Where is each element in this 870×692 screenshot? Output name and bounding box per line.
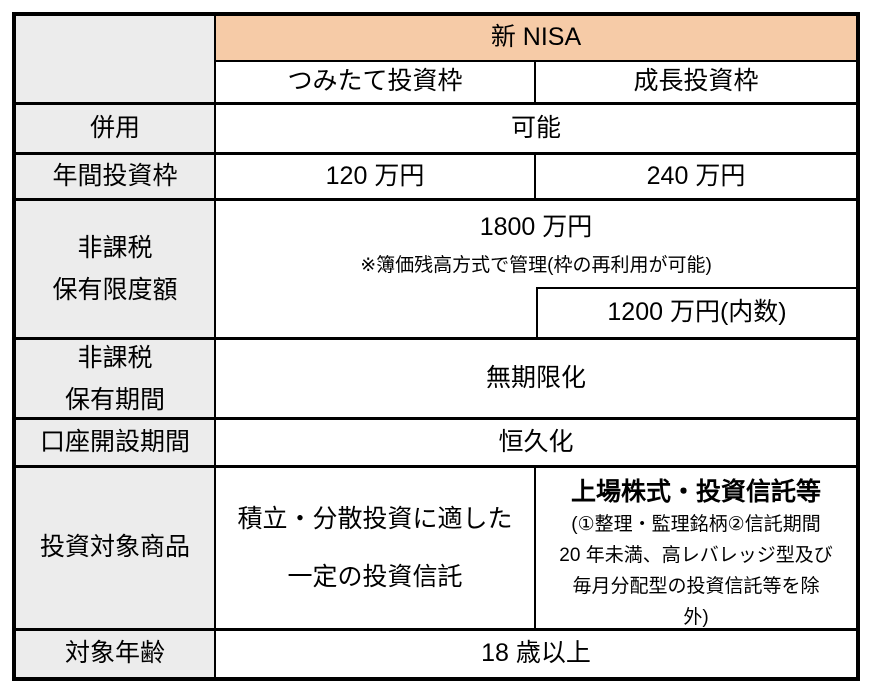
row-label-target-products-text: 投資対象商品 [39,533,190,562]
target-products-growth-note-line1: (①整理・監理銘柄②信託期間 [571,514,821,535]
row-label-combine-text: 併用 [89,113,140,142]
eligible-age-value-text: 18 歳以上 [481,639,591,668]
column-header-growth: 成長投資枠 [536,62,856,105]
taxfree-limit-value-cell: 1800 万円 ※簿価残高方式で管理(枠の再利用が可能) 1200 万円(内数) [216,201,856,340]
row-label-taxfree-period-line1: 非課税 [77,343,153,372]
row-label-eligible-age-text: 対象年齢 [64,639,165,668]
row-label-combine: 併用 [16,105,216,155]
nisa-comparison-table: 新 NISA つみたて投資枠 成長投資枠 併用 可能 年間投資枠 120 万円 … [12,12,860,681]
taxfree-period-value-cell: 無期限化 [216,340,856,420]
combine-value-text: 可能 [510,113,561,142]
target-products-tsumitate-line2: 一定の投資信託 [287,563,463,591]
row-label-annual-limit: 年間投資枠 [16,155,216,201]
target-products-tsumitate-line1: 積立・分散投資に適した [237,505,513,533]
target-products-growth-cell: 上場株式・投資信託等 (①整理・監理銘柄②信託期間 20 年未満、高レバレッジ型… [536,468,856,631]
row-label-eligible-age: 対象年齢 [16,631,216,677]
row-label-taxfree-period: 非課税 保有期間 [16,340,216,420]
column-header-growth-label: 成長投資枠 [633,67,759,96]
row-label-taxfree-limit-line2: 保有限度額 [52,276,178,304]
annual-limit-growth-cell: 240 万円 [536,155,856,201]
account-period-value-cell: 恒久化 [216,420,856,468]
annual-limit-tsumitate-cell: 120 万円 [216,155,536,201]
annual-limit-tsumitate-value: 120 万円 [325,161,425,190]
row-label-annual-limit-text: 年間投資枠 [52,161,178,190]
target-products-tsumitate-cell: 積立・分散投資に適した 一定の投資信託 [216,468,536,631]
row-label-target-products: 投資対象商品 [16,468,216,631]
target-products-growth-note-line4: 外) [683,607,709,628]
target-products-growth-note-line2: 20 年未満、高レバレッジ型及び [559,545,833,566]
annual-limit-growth-value: 240 万円 [646,161,746,190]
combine-value-cell: 可能 [216,105,856,155]
taxfree-period-value-text: 無期限化 [485,363,586,392]
group-header-label: 新 NISA [490,23,582,52]
row-label-account-period-text: 口座開設期間 [39,427,190,456]
row-label-taxfree-limit-line1: 非課税 [77,234,153,262]
target-products-growth-title: 上場株式・投資信託等 [570,478,821,506]
row-label-taxfree-limit: 非課税 保有限度額 [16,201,216,340]
column-header-tsumitate: つみたて投資枠 [216,62,536,105]
row-label-account-period: 口座開設期間 [16,420,216,468]
taxfree-limit-total: 1800 万円 [479,213,593,241]
target-products-growth-note-line3: 毎月分配型の投資信託等を除 [572,576,820,597]
row-label-taxfree-period-line2: 保有期間 [64,385,165,414]
taxfree-limit-note: ※簿価残高方式で管理(枠の再利用が可能) [360,255,712,276]
corner-empty-cell [16,16,216,105]
eligible-age-value-cell: 18 歳以上 [216,631,856,677]
taxfree-limit-growth-inner-cell: 1200 万円(内数) [536,287,856,337]
account-period-value-text: 恒久化 [498,427,574,456]
column-header-tsumitate-label: つみたて投資枠 [287,67,463,96]
group-header-shin-nisa: 新 NISA [216,16,856,62]
taxfree-limit-growth-inner-value: 1200 万円(内数) [607,298,787,327]
